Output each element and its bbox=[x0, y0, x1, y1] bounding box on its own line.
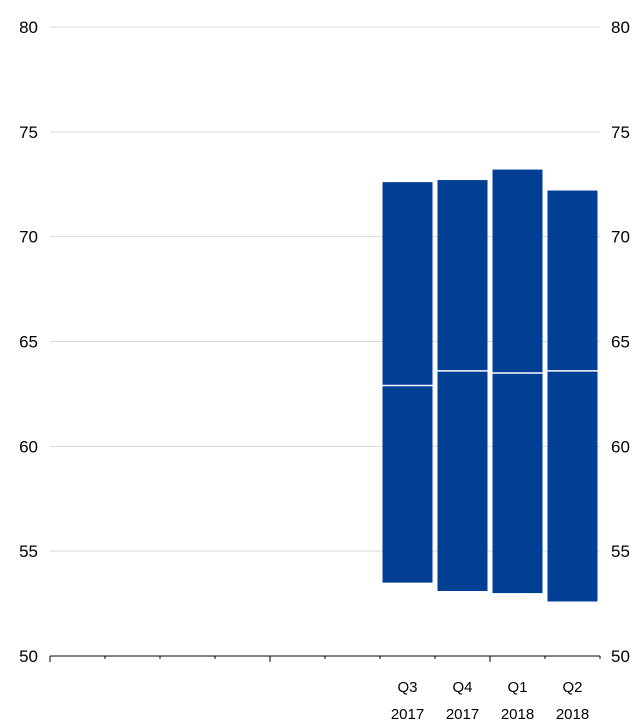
y-tick-label-left: 80 bbox=[19, 18, 38, 37]
range-bar bbox=[492, 169, 543, 594]
y-tick-label-right: 70 bbox=[611, 228, 630, 247]
x-tick-label-quarter: Q2 bbox=[562, 679, 582, 696]
x-tick-label-year: 2017 bbox=[391, 706, 424, 723]
x-tick-label-quarter: Q4 bbox=[452, 679, 472, 696]
x-tick-label-quarter: Q3 bbox=[397, 679, 417, 696]
x-tick-label-year: 2018 bbox=[556, 706, 589, 723]
range-bar bbox=[437, 180, 488, 592]
y-tick-label-right: 80 bbox=[611, 18, 630, 37]
y-tick-label-right: 65 bbox=[611, 333, 630, 352]
bars bbox=[382, 169, 598, 602]
x-tick-label-year: 2018 bbox=[501, 706, 534, 723]
axis-labels: 50 50 55 55 60 60 65 65 70 70 75 75 80 80 Q3 2017 Q4 2017… bbox=[19, 18, 630, 723]
y-tick-label-left: 75 bbox=[19, 123, 38, 142]
y-tick-label-left: 50 bbox=[19, 647, 38, 666]
y-tick-label-right: 50 bbox=[611, 647, 630, 666]
y-tick-label-left: 70 bbox=[19, 228, 38, 247]
range-bar bbox=[382, 182, 433, 583]
y-tick-label-right: 55 bbox=[611, 542, 630, 561]
x-tick-label-year: 2017 bbox=[446, 706, 479, 723]
x-tick-label-quarter: Q1 bbox=[507, 679, 527, 696]
range-bar bbox=[547, 190, 598, 602]
x-axis bbox=[49, 655, 601, 662]
y-tick-label-left: 55 bbox=[19, 542, 38, 561]
y-tick-label-right: 75 bbox=[611, 123, 630, 142]
y-tick-label-left: 65 bbox=[19, 333, 38, 352]
y-tick-label-left: 60 bbox=[19, 437, 38, 456]
y-tick-label-right: 60 bbox=[611, 437, 630, 456]
